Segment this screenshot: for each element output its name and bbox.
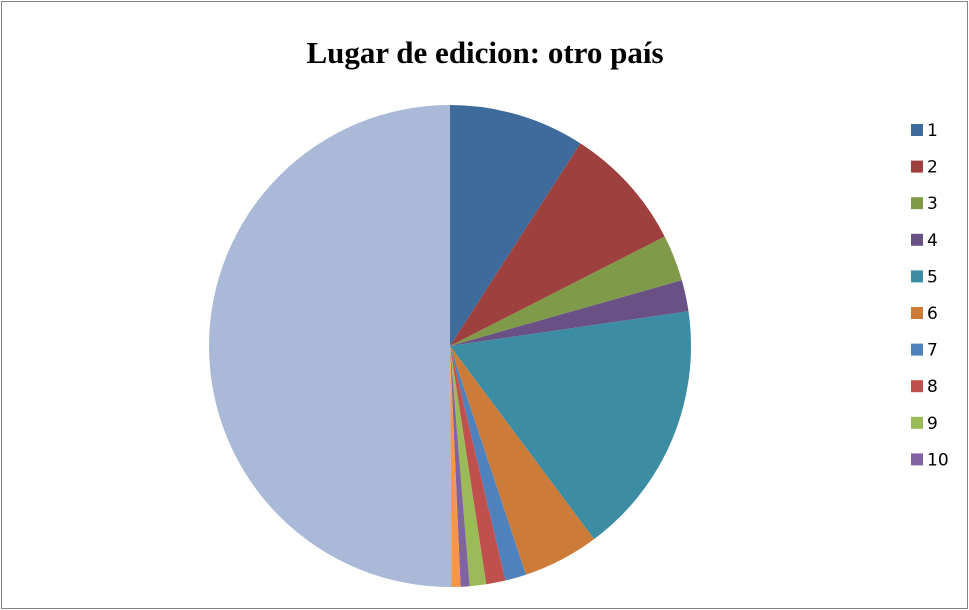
legend-swatch [911,380,923,393]
pie-slice [450,280,689,346]
pie-slice [450,346,470,587]
pie-slice [209,105,452,587]
legend-swatch [911,233,923,246]
pie-slice [450,346,526,581]
legend-label: 1 [927,121,938,141]
pie-slice [450,346,506,585]
legend-swatch [911,343,923,356]
pie-slice [450,105,581,346]
pie-slice [450,346,487,587]
legend-label: 7 [927,341,938,361]
legend-swatch [911,197,923,210]
pie-slice [450,236,682,346]
legend-label: 3 [927,194,938,214]
pie-slice [450,346,461,587]
pie-slice [450,346,595,575]
legend-swatch [911,270,923,283]
legend-swatch [911,160,923,173]
legend-label: 6 [927,304,938,324]
legend-label: 10 [927,450,949,470]
pie-slice [450,311,692,540]
pie-slice [450,143,665,346]
legend-label: 4 [927,231,938,251]
legend-swatch [911,453,923,466]
legend-label: 8 [927,377,938,397]
legend-label: 5 [927,267,938,287]
legend-label: 2 [927,158,938,178]
legend-swatch [911,124,923,136]
legend-label: 9 [927,414,938,434]
legend-swatch [911,416,923,429]
chart-title: Lugar de edicion: otro país [306,35,663,70]
legend-swatch [911,307,923,319]
